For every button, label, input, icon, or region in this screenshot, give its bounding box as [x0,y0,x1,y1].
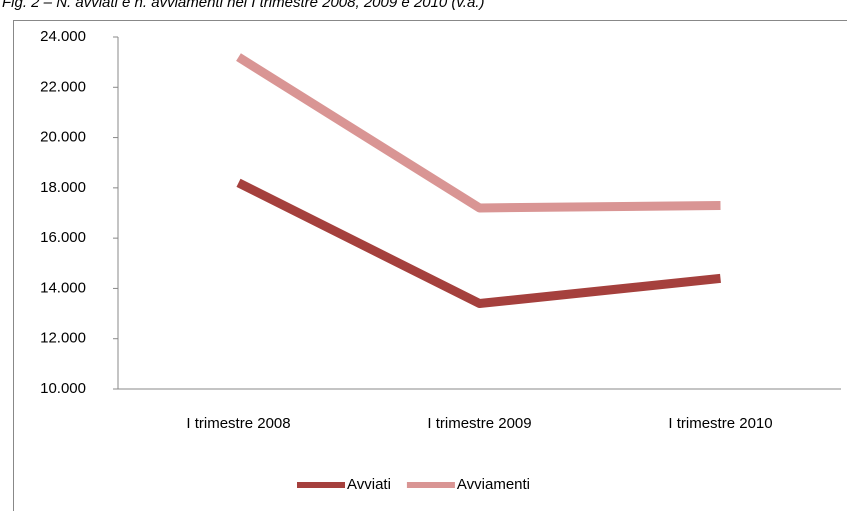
x-tick-label: I trimestre 2009 [427,415,531,432]
chart-title: Fig. 2 – N. avviati e n. avviamenti nel … [2,0,484,11]
y-tick-label: 18.000 [40,179,86,196]
y-tick-label: 24.000 [40,28,86,45]
x-tick-label: I trimestre 2010 [668,415,772,432]
series-line [236,53,721,213]
series-line [236,178,721,309]
legend-label: Avviati [347,476,391,493]
legend-label: Avviamenti [457,476,530,493]
x-tick-label: I trimestre 2008 [186,415,290,432]
y-tick-label: 20.000 [40,129,86,146]
y-tick-label: 16.000 [40,229,86,246]
chart-frame [13,20,847,511]
y-tick-label: 14.000 [40,279,86,296]
y-tick-label: 12.000 [40,330,86,347]
y-tick-label: 22.000 [40,78,86,95]
y-tick-label: 10.000 [40,380,86,397]
